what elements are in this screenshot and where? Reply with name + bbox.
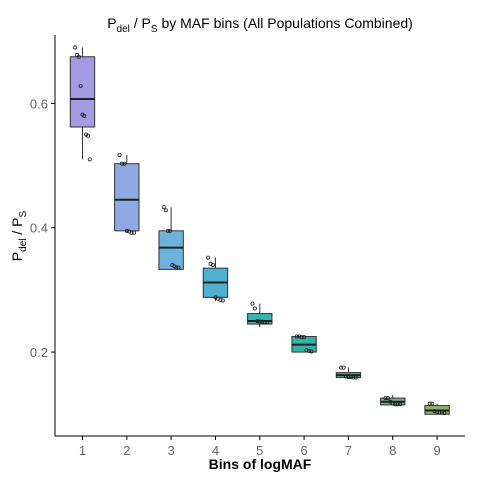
data-point xyxy=(119,161,124,166)
box xyxy=(158,230,184,270)
chart-title: Pdel / PS by MAF bins (All Populations C… xyxy=(107,15,413,35)
data-point xyxy=(339,365,344,370)
x-tick-label: 8 xyxy=(389,443,396,458)
data-point xyxy=(124,228,129,233)
data-point xyxy=(260,319,265,324)
data-point xyxy=(309,349,314,354)
data-point xyxy=(265,320,270,325)
data-point xyxy=(218,297,223,302)
data-point xyxy=(176,265,181,270)
data-point xyxy=(383,396,388,401)
data-point xyxy=(341,365,346,370)
data-point xyxy=(211,263,216,268)
data-point xyxy=(206,255,211,260)
data-point xyxy=(297,334,302,339)
data-point xyxy=(385,396,390,401)
data-point xyxy=(250,301,255,306)
data-point xyxy=(174,265,179,270)
data-point xyxy=(85,133,90,138)
data-point xyxy=(432,409,437,414)
x-tick-label: 2 xyxy=(123,443,130,458)
y-tick-label: 0.6 xyxy=(30,96,48,111)
data-point xyxy=(299,335,304,340)
data-point xyxy=(168,228,173,233)
data-point xyxy=(435,409,440,414)
x-tick-label: 5 xyxy=(256,443,263,458)
y-tick-label: 0.4 xyxy=(30,221,48,236)
data-point xyxy=(388,399,393,404)
box-group-2 xyxy=(114,152,140,235)
data-point xyxy=(220,298,225,303)
data-point xyxy=(78,83,83,88)
data-point xyxy=(252,306,257,311)
x-axis-label: Bins of logMAF xyxy=(209,456,312,472)
data-point xyxy=(122,161,127,166)
data-point xyxy=(442,410,447,415)
data-point xyxy=(262,320,267,325)
data-point xyxy=(398,402,403,407)
data-point xyxy=(395,402,400,407)
data-point xyxy=(343,374,348,379)
data-point xyxy=(163,208,168,213)
x-tick-label: 4 xyxy=(212,443,219,458)
data-point xyxy=(73,45,78,50)
y-axis-label: Pdel / PS xyxy=(9,210,29,261)
plot-area xyxy=(69,45,450,415)
data-point xyxy=(346,374,351,379)
box-group-1 xyxy=(69,45,96,162)
box-group-3 xyxy=(158,205,184,270)
box-group-4 xyxy=(202,255,229,303)
box-group-6 xyxy=(291,334,317,354)
box xyxy=(247,313,273,325)
data-point xyxy=(351,375,356,380)
data-point xyxy=(117,152,122,157)
data-point xyxy=(257,319,262,324)
x-tick-label: 3 xyxy=(168,443,175,458)
data-point xyxy=(427,401,432,406)
y-axis-ticks: 0.2 0.4 0.6 xyxy=(30,96,55,360)
data-point xyxy=(129,230,134,235)
data-point xyxy=(437,410,442,415)
box-group-5 xyxy=(247,301,273,328)
data-point xyxy=(439,410,444,415)
box-group-7 xyxy=(335,365,362,380)
x-axis-ticks: 1 2 3 4 5 6 7 8 9 xyxy=(79,436,441,458)
data-point xyxy=(393,402,398,407)
data-point xyxy=(306,348,311,353)
x-tick-label: 6 xyxy=(300,443,307,458)
data-point xyxy=(294,334,299,339)
y-tick-label: 0.2 xyxy=(30,345,48,360)
data-point xyxy=(390,401,395,406)
data-point xyxy=(255,318,260,323)
data-point xyxy=(302,335,307,340)
data-point xyxy=(82,113,87,118)
data-point xyxy=(430,401,435,406)
x-tick-label: 7 xyxy=(345,443,352,458)
data-point xyxy=(161,205,166,210)
data-point xyxy=(304,348,309,353)
data-point xyxy=(353,375,358,380)
data-point xyxy=(348,374,353,379)
box-group-8 xyxy=(380,394,406,407)
x-tick-label: 1 xyxy=(79,443,86,458)
box xyxy=(114,163,140,232)
data-point xyxy=(165,228,170,233)
x-tick-label: 9 xyxy=(433,443,440,458)
data-point xyxy=(76,54,81,59)
data-point xyxy=(132,230,137,235)
box-group-9 xyxy=(424,401,450,415)
data-point xyxy=(87,157,92,162)
